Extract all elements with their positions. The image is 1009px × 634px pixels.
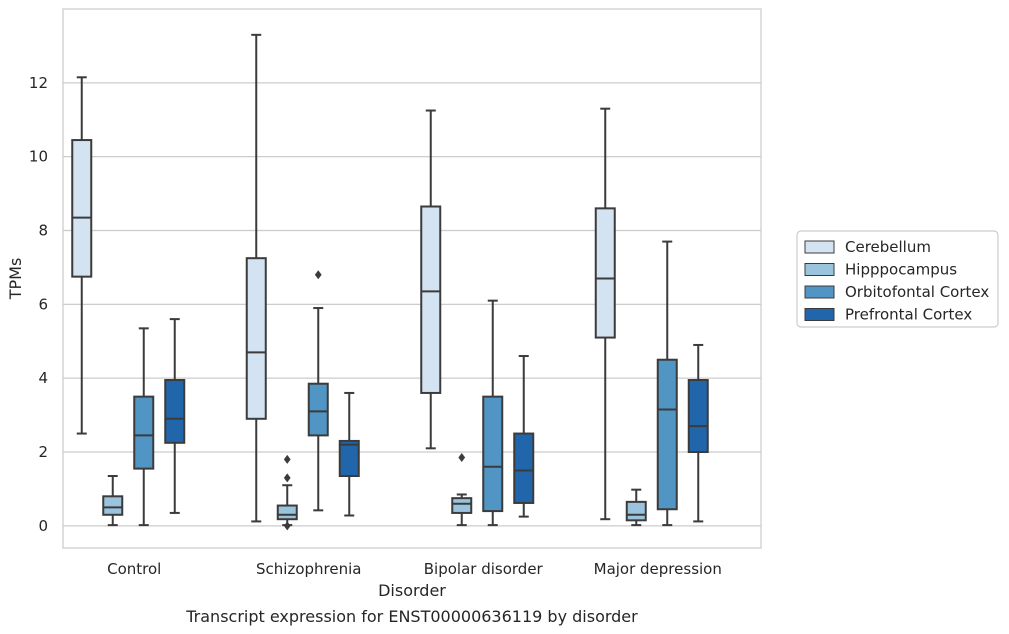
box-orbitofontal-cortex — [133, 327, 155, 527]
box-prefrontal-cortex — [164, 318, 186, 514]
legend-item-label: Prefrontal Cortex — [845, 306, 972, 324]
outlier-point — [283, 454, 291, 464]
y-tick-label: 8 — [38, 222, 48, 240]
box-iqr — [594, 207, 616, 339]
box-iqr — [338, 439, 360, 478]
box-iqr — [513, 432, 535, 504]
box-iqr — [245, 257, 267, 420]
legend-swatch — [804, 263, 835, 276]
box-iqr — [276, 504, 298, 521]
outlier-point — [458, 453, 466, 463]
x-tick-label: Control — [107, 560, 161, 578]
box-prefrontal-cortex — [338, 391, 360, 517]
box-iqr — [656, 358, 678, 511]
box-cerebellum — [420, 109, 442, 450]
x-axis-label: Disorder — [378, 581, 446, 600]
y-tick-labels: 0 2 4 6 8 10 12 — [29, 74, 48, 535]
box-iqr — [307, 382, 329, 437]
gridlines — [63, 82, 761, 527]
box-iqr — [482, 395, 504, 513]
legend-swatch — [804, 285, 835, 299]
y-tick-label: 2 — [38, 443, 48, 461]
x-tick-label: Schizophrenia — [256, 560, 361, 578]
box-hipppocampus — [625, 488, 647, 527]
box-iqr — [625, 500, 647, 522]
x-tick-label: Major depression — [594, 560, 722, 578]
y-tick-label: 12 — [29, 74, 48, 92]
x-tick-labels: Control Schizophrenia Bipolar disorder Majo… — [107, 560, 722, 578]
box-iqr — [451, 497, 473, 514]
legend-frame — [796, 230, 999, 328]
chart-caption: Transcript expression for ENST0000063611… — [185, 607, 638, 626]
box-iqr — [102, 495, 124, 516]
box-cerebellum — [71, 76, 93, 435]
box-orbitofontal-cortex — [656, 240, 678, 527]
legend-item-label: Orbitofontal Cortex — [845, 283, 989, 301]
box-hipppocampus — [102, 475, 124, 527]
legend-swatch — [804, 240, 835, 254]
box-iqr — [687, 379, 709, 454]
y-axis-label: TPMs — [6, 258, 25, 301]
legend-swatch — [804, 308, 835, 321]
box-iqr — [164, 379, 186, 444]
plot-frame — [62, 8, 762, 549]
box-series — [71, 33, 709, 531]
y-tick-label: 6 — [38, 295, 48, 313]
legend[interactable]: Cerebellum Hipppocampus Orbitofontal Corte… — [796, 230, 999, 328]
box-iqr — [420, 205, 442, 394]
y-tick-label: 0 — [38, 517, 48, 535]
outlier-point — [314, 270, 322, 280]
box-iqr — [133, 395, 155, 470]
box-orbitofontal-cortex — [307, 270, 329, 512]
legend-item-label: Hipppocampus — [845, 261, 957, 279]
outlier-point — [283, 473, 291, 483]
box-hipppocampus — [276, 454, 298, 531]
box-prefrontal-cortex — [513, 355, 535, 518]
box-hipppocampus — [451, 453, 473, 527]
outlier-point — [283, 521, 291, 531]
box-cerebellum — [594, 107, 616, 521]
y-tick-label: 4 — [38, 369, 48, 387]
box-prefrontal-cortex — [687, 343, 709, 523]
box-cerebellum — [245, 33, 267, 523]
y-tick-label: 10 — [29, 148, 48, 166]
box-orbitofontal-cortex — [482, 299, 504, 527]
x-tick-label: Bipolar disorder — [424, 560, 544, 578]
box-iqr — [71, 139, 93, 278]
legend-item-label: Cerebellum — [845, 238, 931, 256]
